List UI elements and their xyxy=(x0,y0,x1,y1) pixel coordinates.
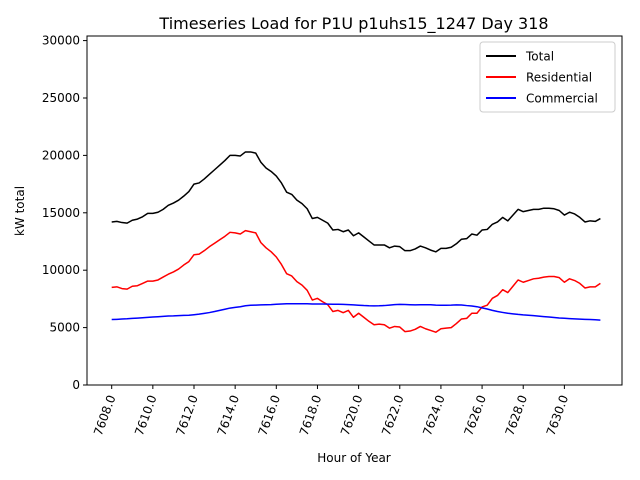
legend-label-residential: Residential xyxy=(526,71,592,85)
x-axis: 7608.0 7610.0 7612.0 7614.0 7616.0 7618.0 7620… xyxy=(91,385,571,437)
legend-label-total: Total xyxy=(525,50,554,64)
y-tick-label: 5000 xyxy=(49,321,80,335)
x-tick-label: 7624.0 xyxy=(420,393,448,437)
x-tick-label: 7626.0 xyxy=(461,393,489,437)
x-tick-label: 7614.0 xyxy=(214,393,242,437)
y-tick-label: 15000 xyxy=(42,206,80,220)
legend-label-commercial: Commercial xyxy=(526,92,598,106)
y-tick-label: 25000 xyxy=(42,91,80,105)
y-tick-label: 0 xyxy=(72,378,80,392)
y-tick-label: 20000 xyxy=(42,148,80,162)
y-tick-label: 30000 xyxy=(42,34,80,48)
series-line-residential xyxy=(111,229,601,333)
x-axis-label: Hour of Year xyxy=(317,451,391,465)
x-tick-label: 7622.0 xyxy=(379,393,407,437)
legend: Total Residential Commercial xyxy=(479,41,616,113)
x-tick-label: 7610.0 xyxy=(132,393,160,437)
chart-title: Timeseries Load for P1U p1uhs15_1247 Day… xyxy=(158,14,548,34)
x-tick-label: 7612.0 xyxy=(173,393,201,437)
series-line-total xyxy=(111,151,601,253)
series-line-commercial xyxy=(111,302,601,321)
legend-box xyxy=(479,41,616,113)
x-tick-label: 7608.0 xyxy=(91,393,119,437)
x-tick-label: 7616.0 xyxy=(256,393,284,437)
x-tick-label: 7630.0 xyxy=(544,393,572,437)
x-tick-label: 7628.0 xyxy=(502,393,530,437)
y-axis: 0 5000 10000 15000 20000 25000 30000 xyxy=(42,34,87,392)
series-lines xyxy=(111,151,601,333)
plot-frame xyxy=(86,35,623,386)
x-tick-label: 7618.0 xyxy=(297,393,325,437)
y-axis-label: kW total xyxy=(13,186,27,236)
x-tick-label: 7620.0 xyxy=(338,393,366,437)
y-tick-label: 10000 xyxy=(42,263,80,277)
